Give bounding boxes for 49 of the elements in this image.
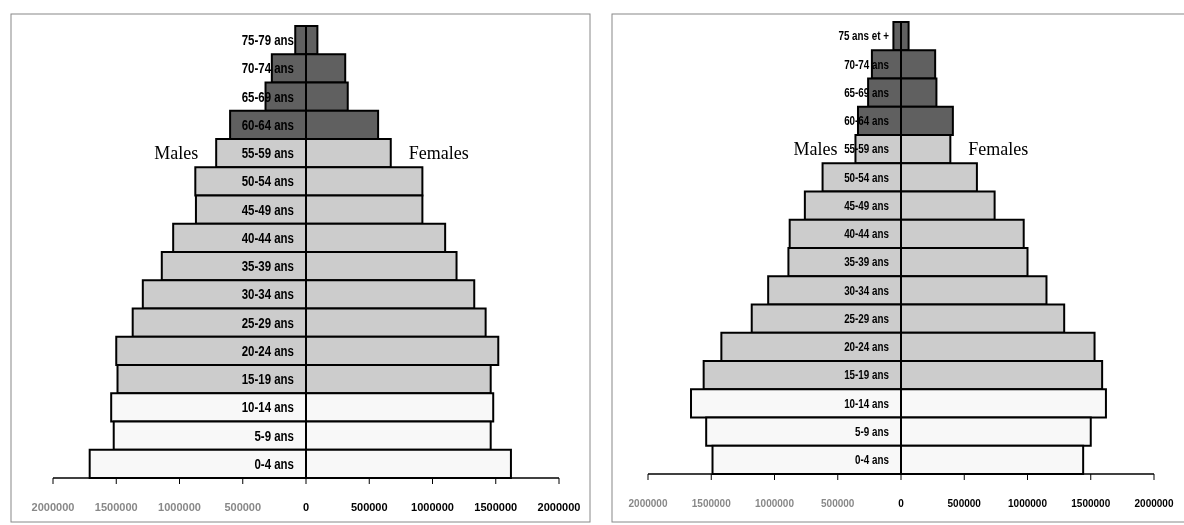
x-tick-label: 1500000 — [474, 501, 518, 513]
y-tick-label: 10-14 ans — [844, 396, 889, 410]
y-tick-label: 0-4 ans — [855, 453, 889, 467]
y-tick-label: 0-4 ans — [254, 455, 294, 473]
y-tick-label: 25-29 ans — [844, 311, 889, 326]
y-tick-label: 75-79 ans — [241, 31, 294, 49]
y-tick-label: 50-54 ans — [241, 173, 294, 190]
y-tick-label: 30-34 ans — [844, 283, 889, 297]
x-tick-label: 1000000 — [755, 498, 795, 509]
y-tick-label: 15-19 ans — [241, 370, 294, 388]
y-tick-label: 40-44 ans — [241, 229, 294, 247]
x-tick-label: 500000 — [947, 498, 982, 509]
series-label: Females — [968, 139, 1029, 160]
x-tick-label: 500000 — [821, 498, 855, 509]
x-tick-label: 1000000 — [158, 501, 201, 513]
y-tick-label: 45-49 ans — [844, 198, 889, 213]
x-tick-label: 0 — [898, 498, 905, 509]
y-tick-label: 60-64 ans — [241, 116, 294, 134]
x-tick-label: 0 — [302, 501, 310, 513]
series-label: Females — [408, 143, 469, 164]
x-tick-label: 500000 — [350, 501, 388, 513]
y-tick-label: 45-49 ans — [241, 201, 294, 218]
x-tick-label: 1500000 — [1071, 498, 1111, 509]
y-tick-label: 40-44 ans — [844, 227, 889, 241]
x-tick-label: 2000000 — [1134, 498, 1174, 509]
y-tick-label: 35-39 ans — [844, 255, 889, 269]
y-tick-label: 20-24 ans — [844, 340, 889, 354]
y-tick-label: 15-19 ans — [844, 368, 889, 382]
y-tick-label: 10-14 ans — [241, 399, 294, 416]
series-label: Males — [154, 143, 199, 164]
y-tick-label: 75 ans et + — [838, 29, 889, 43]
y-tick-label: 5-9 ans — [855, 424, 889, 439]
x-tick-label: 2000000 — [31, 501, 75, 513]
series-label: Males — [793, 139, 838, 160]
x-tick-label: 1000000 — [1008, 498, 1048, 509]
y-tick-label: 20-24 ans — [241, 342, 294, 360]
y-tick-label: 70-74 ans — [241, 60, 294, 77]
x-tick-label: 1500000 — [691, 498, 732, 509]
x-tick-label: 2000000 — [537, 501, 581, 513]
y-tick-label: 35-39 ans — [241, 257, 294, 275]
x-tick-label: 2000000 — [628, 498, 668, 509]
x-tick-label: 1500000 — [94, 501, 138, 513]
y-tick-label: 30-34 ans — [241, 286, 294, 303]
y-tick-label: 55-59 ans — [241, 144, 294, 162]
y-tick-label: 25-29 ans — [241, 314, 294, 331]
x-tick-label: 1000000 — [411, 501, 454, 513]
y-tick-label: 50-54 ans — [844, 170, 889, 184]
x-tick-label: 500000 — [224, 501, 262, 513]
y-tick-label: 5-9 ans — [254, 427, 294, 444]
